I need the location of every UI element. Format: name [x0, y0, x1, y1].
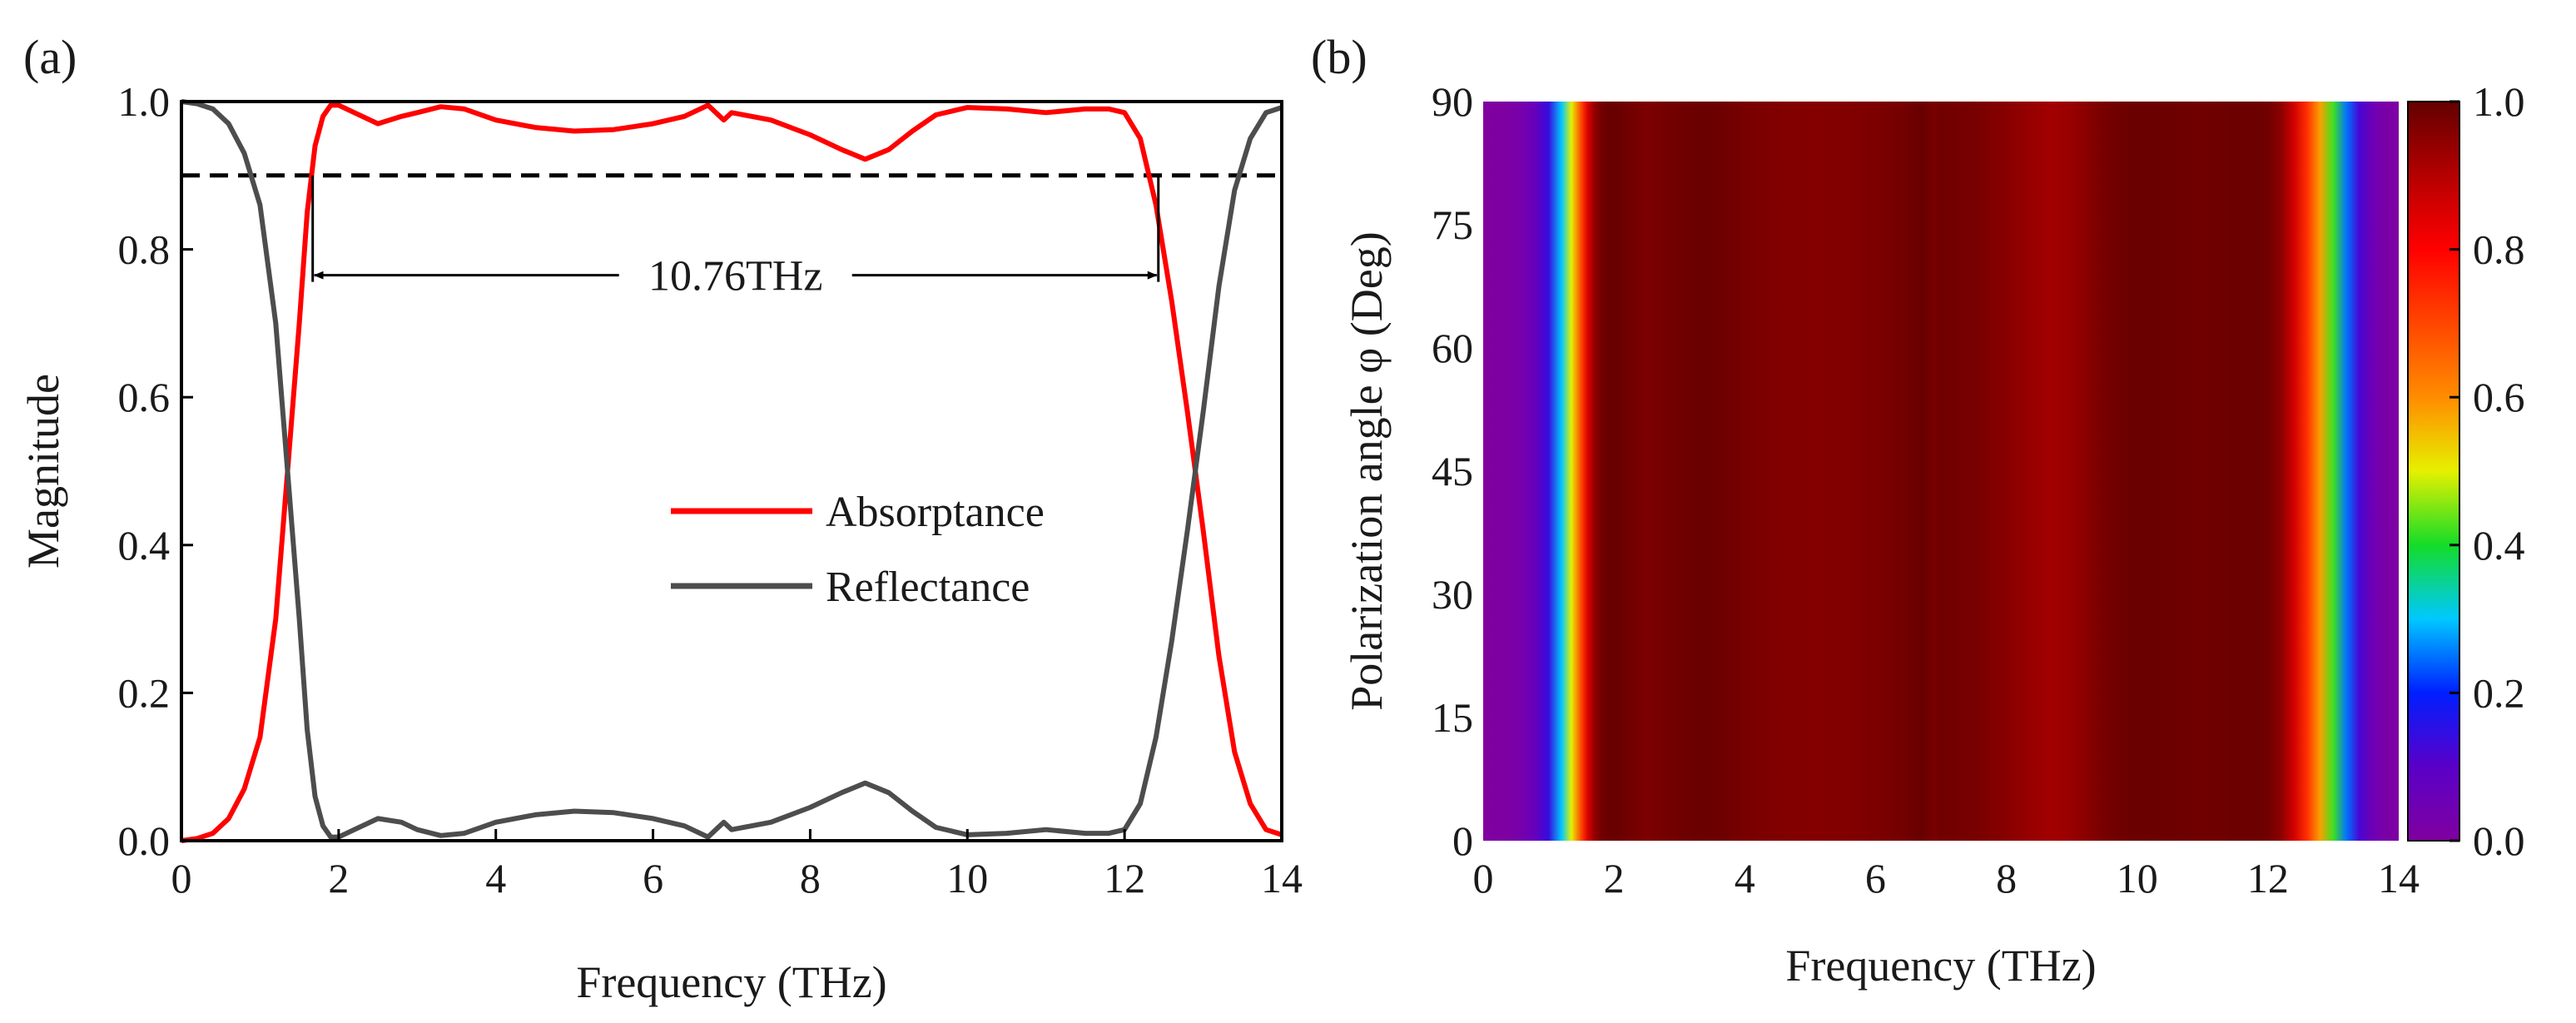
y-tick-label: 90	[1432, 78, 1473, 125]
y-tick-label: 0.4	[118, 522, 171, 569]
x-tick-label: 4	[485, 855, 506, 901]
y-tick-label: 0.8	[118, 226, 171, 273]
heatmap-field	[1483, 102, 2399, 841]
colorbar-tick-label: 1.0	[2473, 78, 2525, 125]
colorbar-gradient	[2407, 101, 2460, 842]
x-tick-label: 4	[1735, 855, 1755, 901]
panel-b-heatmap: (b) 0 2 4 6 8 10 12 14 0 15 30 45 60 75 90 Frequency …	[1311, 30, 2525, 991]
panel-a-legend: Absorptance Reflectance	[671, 489, 1045, 611]
x-tick-label: 14	[1261, 855, 1303, 901]
panel-a-x-axis-title: Frequency (THz)	[576, 957, 886, 1007]
y-tick-label: 60	[1432, 325, 1473, 371]
x-tick-label: 6	[1865, 855, 1886, 901]
panel-b-y-axis-title: Polarization angle φ (Deg)	[1342, 231, 1392, 710]
y-tick-label: 0	[1452, 817, 1473, 864]
x-tick-label: 2	[1604, 855, 1625, 901]
y-tick-label: 0.6	[118, 374, 171, 420]
colorbar-tick-label: 0.6	[2473, 374, 2525, 420]
bandwidth-label: 10.76THz	[648, 253, 822, 300]
x-tick-label: 12	[1104, 855, 1145, 901]
panel-a-x-ticks: 0 2 4 6 8 10 12 14	[171, 829, 1303, 901]
y-tick-label: 30	[1432, 571, 1473, 618]
colorbar-tick-label: 0.4	[2473, 522, 2525, 569]
panel-b-label: (b)	[1311, 30, 1367, 84]
x-tick-label: 10	[2117, 855, 2158, 901]
panel-a-series	[181, 99, 1283, 843]
panel-b-y-ticks: 0 15 30 45 60 75 90	[1432, 78, 1473, 864]
colorbar: 0.0 0.2 0.4 0.6 0.8 1.0	[2407, 78, 2525, 864]
x-tick-label: 2	[328, 855, 349, 901]
panel-a-y-axis-title: Magnitude	[18, 374, 68, 569]
panel-b-x-axis-title: Frequency (THz)	[1785, 941, 2096, 991]
colorbar-tick-label: 0.8	[2473, 226, 2525, 273]
y-tick-label: 0.2	[118, 669, 171, 716]
colorbar-tick-label: 0.2	[2473, 669, 2525, 716]
x-tick-label: 8	[1996, 855, 2017, 901]
x-tick-label: 0	[1473, 855, 1494, 901]
legend-label-reflectance: Reflectance	[826, 564, 1030, 611]
panel-a-label: (a)	[23, 30, 77, 84]
x-tick-label: 14	[2378, 855, 2420, 901]
panel-a-plot-frame	[180, 100, 1283, 842]
x-tick-label: 8	[800, 855, 821, 901]
panel-a-line-chart: (a) 10.76THz Absorptance Reflectance 0 2 4…	[18, 30, 1303, 1007]
series-line-absorptance	[181, 102, 1283, 843]
y-tick-label: 75	[1432, 201, 1473, 248]
x-tick-label: 6	[643, 855, 663, 901]
x-tick-label: 12	[2247, 855, 2289, 901]
panel-a-y-ticks: 0.0 0.2 0.4 0.6 0.8 1.0	[118, 78, 193, 864]
colorbar-ticks: 0.0 0.2 0.4 0.6 0.8 1.0	[2449, 78, 2525, 864]
x-tick-label: 10	[946, 855, 988, 901]
x-tick-label: 0	[171, 855, 192, 901]
y-tick-label: 0.0	[118, 817, 171, 864]
colorbar-tick-label: 0.0	[2473, 817, 2525, 864]
series-line-reflectance	[181, 99, 1283, 840]
y-tick-label: 15	[1432, 694, 1473, 741]
legend-label-absorptance: Absorptance	[826, 489, 1045, 536]
panel-b-x-ticks: 0 2 4 6 8 10 12 14	[1473, 855, 2420, 901]
y-tick-label: 1.0	[118, 78, 171, 125]
y-tick-label: 45	[1432, 448, 1473, 494]
bandwidth-annotation: 10.76THz	[311, 175, 1160, 300]
